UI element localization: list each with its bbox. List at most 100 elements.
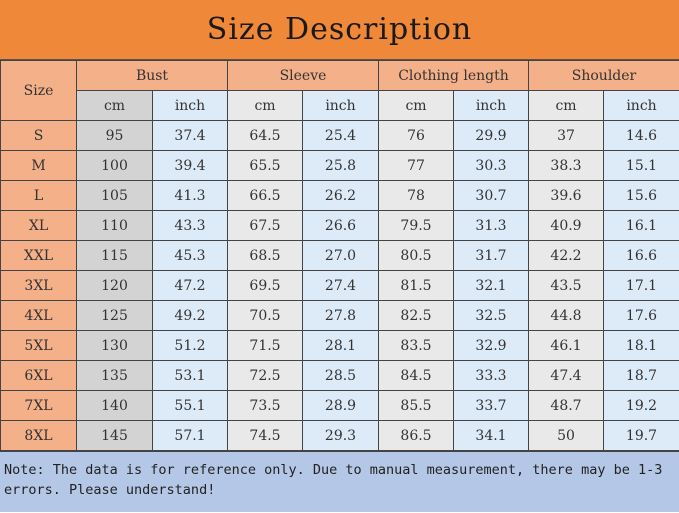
table-row: L 105 41.3 66.5 26.2 78 30.7 39.6 15.6	[0, 180, 679, 211]
measurement-cell: 34.1	[453, 420, 529, 451]
inch-unit-header: inch	[302, 90, 379, 121]
measurement-cell: 57.1	[152, 420, 228, 451]
measurement-cell: 28.9	[302, 390, 379, 421]
measurement-cell: 47.2	[152, 270, 228, 301]
measurement-cell: 48.7	[528, 390, 604, 421]
table-row: XL 110 43.3 67.5 26.6 79.5 31.3 40.9 16.1	[0, 210, 679, 241]
table-row: 3XL 120 47.2 69.5 27.4 81.5 32.1 43.5 17.1	[0, 270, 679, 301]
measurement-cell: 27.0	[302, 240, 379, 271]
measurement-cell: 135	[76, 360, 153, 391]
measurement-cell: 76	[378, 120, 454, 151]
measurement-cell: 72.5	[227, 360, 303, 391]
note-text: Note: The data is for reference only. Du…	[0, 451, 679, 512]
measurement-cell: 83.5	[378, 330, 454, 361]
measurement-cell: 68.5	[227, 240, 303, 271]
measurement-cell: 82.5	[378, 300, 454, 331]
measurement-cell: 81.5	[378, 270, 454, 301]
measurement-cell: 32.5	[453, 300, 529, 331]
measurement-cell: 31.7	[453, 240, 529, 271]
measurement-cell: 85.5	[378, 390, 454, 421]
measurement-cell: 69.5	[227, 270, 303, 301]
size-label: 7XL	[0, 390, 77, 421]
measurement-cell: 125	[76, 300, 153, 331]
cm-unit-header: cm	[76, 90, 153, 121]
measurement-cell: 47.4	[528, 360, 604, 391]
measurement-cell: 100	[76, 150, 153, 181]
measurement-cell: 77	[378, 150, 454, 181]
cm-unit-header: cm	[378, 90, 454, 121]
measurement-cell: 31.3	[453, 210, 529, 241]
cm-unit-header: cm	[227, 90, 303, 121]
measurement-cell: 44.8	[528, 300, 604, 331]
size-label: 5XL	[0, 330, 77, 361]
measurement-cell: 86.5	[378, 420, 454, 451]
size-label: XL	[0, 210, 77, 241]
measurement-cell: 43.3	[152, 210, 228, 241]
table-row: 4XL 125 49.2 70.5 27.8 82.5 32.5 44.8 17.6	[0, 300, 679, 331]
measurement-cell: 37	[528, 120, 604, 151]
clothing-length-header: Clothing length	[378, 60, 529, 91]
measurement-cell: 130	[76, 330, 153, 361]
measurement-cell: 26.2	[302, 180, 379, 211]
measurement-cell: 29.3	[302, 420, 379, 451]
size-label: 6XL	[0, 360, 77, 391]
measurement-cell: 27.8	[302, 300, 379, 331]
measurement-cell: 64.5	[227, 120, 303, 151]
page-title: Size Description	[0, 0, 679, 60]
measurement-cell: 53.1	[152, 360, 228, 391]
measurement-cell: 65.5	[227, 150, 303, 181]
measurement-cell: 66.5	[227, 180, 303, 211]
table-row: 7XL 140 55.1 73.5 28.9 85.5 33.7 48.7 19.2	[0, 390, 679, 421]
table-row: XXL 115 45.3 68.5 27.0 80.5 31.7 42.2 16.6	[0, 240, 679, 271]
measurement-cell: 28.5	[302, 360, 379, 391]
size-table: Size Bust Sleeve Clothing length Shoulde…	[0, 60, 679, 451]
measurement-cell: 40.9	[528, 210, 604, 241]
measurement-cell: 29.9	[453, 120, 529, 151]
measurement-cell: 42.2	[528, 240, 604, 271]
size-header: Size	[0, 60, 77, 121]
measurement-cell: 38.3	[528, 150, 604, 181]
cm-unit-header: cm	[528, 90, 604, 121]
size-label: M	[0, 150, 77, 181]
measurement-cell: 39.4	[152, 150, 228, 181]
measurement-cell: 71.5	[227, 330, 303, 361]
measurement-cell: 110	[76, 210, 153, 241]
measurement-cell: 51.2	[152, 330, 228, 361]
measurement-cell: 25.4	[302, 120, 379, 151]
measurement-cell: 32.1	[453, 270, 529, 301]
measurement-cell: 15.1	[602, 150, 679, 181]
table-row: M 100 39.4 65.5 25.8 77 30.3 38.3 15.1	[0, 150, 679, 181]
sleeve-header: Sleeve	[227, 60, 379, 91]
measurement-cell: 30.3	[453, 150, 529, 181]
bust-header: Bust	[76, 60, 228, 91]
measurement-cell: 25.8	[302, 150, 379, 181]
size-label: XXL	[0, 240, 77, 271]
table-row: 6XL 135 53.1 72.5 28.5 84.5 33.3 47.4 18.7	[0, 360, 679, 391]
measurement-cell: 28.1	[302, 330, 379, 361]
measurement-cell: 55.1	[152, 390, 228, 421]
measurement-cell: 33.7	[453, 390, 529, 421]
measurement-cell: 33.3	[453, 360, 529, 391]
table-row: 5XL 130 51.2 71.5 28.1 83.5 32.9 46.1 18.1	[0, 330, 679, 361]
measurement-cell: 37.4	[152, 120, 228, 151]
measurement-cell: 74.5	[227, 420, 303, 451]
inch-unit-header: inch	[453, 90, 529, 121]
table-row: 8XL 145 57.1 74.5 29.3 86.5 34.1 50 19.7	[0, 420, 679, 451]
inch-unit-header: inch	[602, 90, 679, 121]
inch-unit-header: inch	[152, 90, 228, 121]
measurement-cell: 70.5	[227, 300, 303, 331]
measurement-cell: 73.5	[227, 390, 303, 421]
measurement-cell: 39.6	[528, 180, 604, 211]
measurement-cell: 17.1	[602, 270, 679, 301]
measurement-cell: 26.6	[302, 210, 379, 241]
measurement-cell: 18.1	[602, 330, 679, 361]
table-row: S 95 37.4 64.5 25.4 76 29.9 37 14.6	[0, 120, 679, 151]
measurement-cell: 14.6	[602, 120, 679, 151]
measurement-cell: 78	[378, 180, 454, 211]
measurement-cell: 19.7	[602, 420, 679, 451]
measurement-cell: 80.5	[378, 240, 454, 271]
measurement-cell: 115	[76, 240, 153, 271]
measurement-cell: 18.7	[602, 360, 679, 391]
size-label: 3XL	[0, 270, 77, 301]
measurement-cell: 145	[76, 420, 153, 451]
